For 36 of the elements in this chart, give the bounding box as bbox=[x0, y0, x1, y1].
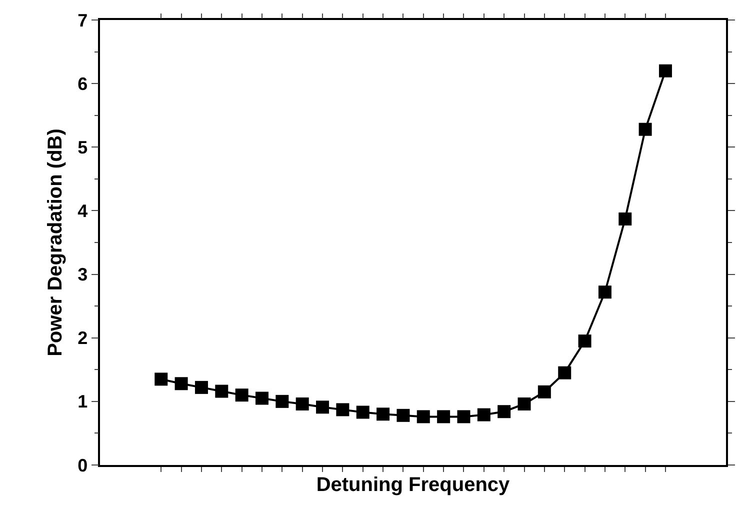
point bbox=[316, 400, 330, 414]
point bbox=[174, 377, 188, 390]
point bbox=[558, 366, 572, 380]
point bbox=[336, 403, 350, 416]
x-axis-title: Detuning Frequency bbox=[316, 474, 511, 496]
point bbox=[538, 385, 551, 398]
point bbox=[296, 397, 309, 410]
point bbox=[638, 122, 652, 136]
point bbox=[235, 388, 248, 402]
point bbox=[396, 408, 410, 422]
point bbox=[618, 212, 632, 226]
y-tick-label: 4 bbox=[78, 201, 88, 222]
y-tick-label: 6 bbox=[78, 74, 88, 94]
point bbox=[376, 408, 390, 421]
point bbox=[518, 397, 531, 410]
point bbox=[578, 334, 592, 348]
y-tick-label: 0 bbox=[78, 455, 88, 476]
point bbox=[598, 286, 612, 299]
y-axis-title: Power Degradation (dB) bbox=[44, 128, 67, 356]
point bbox=[256, 392, 268, 405]
y-tick-label: 5 bbox=[78, 137, 88, 158]
y-tick-label: 3 bbox=[78, 264, 88, 285]
point bbox=[215, 384, 228, 398]
point bbox=[437, 410, 450, 424]
point bbox=[276, 394, 289, 408]
y-tick-label: 7 bbox=[78, 10, 88, 30]
point bbox=[194, 380, 208, 394]
point bbox=[658, 64, 672, 78]
point bbox=[457, 410, 470, 424]
y-tick-label: 2 bbox=[78, 328, 88, 348]
point bbox=[154, 372, 168, 386]
point bbox=[356, 406, 370, 419]
point bbox=[477, 408, 490, 422]
point bbox=[498, 405, 511, 418]
y-tick-label: 1 bbox=[78, 392, 88, 412]
point bbox=[416, 410, 430, 424]
